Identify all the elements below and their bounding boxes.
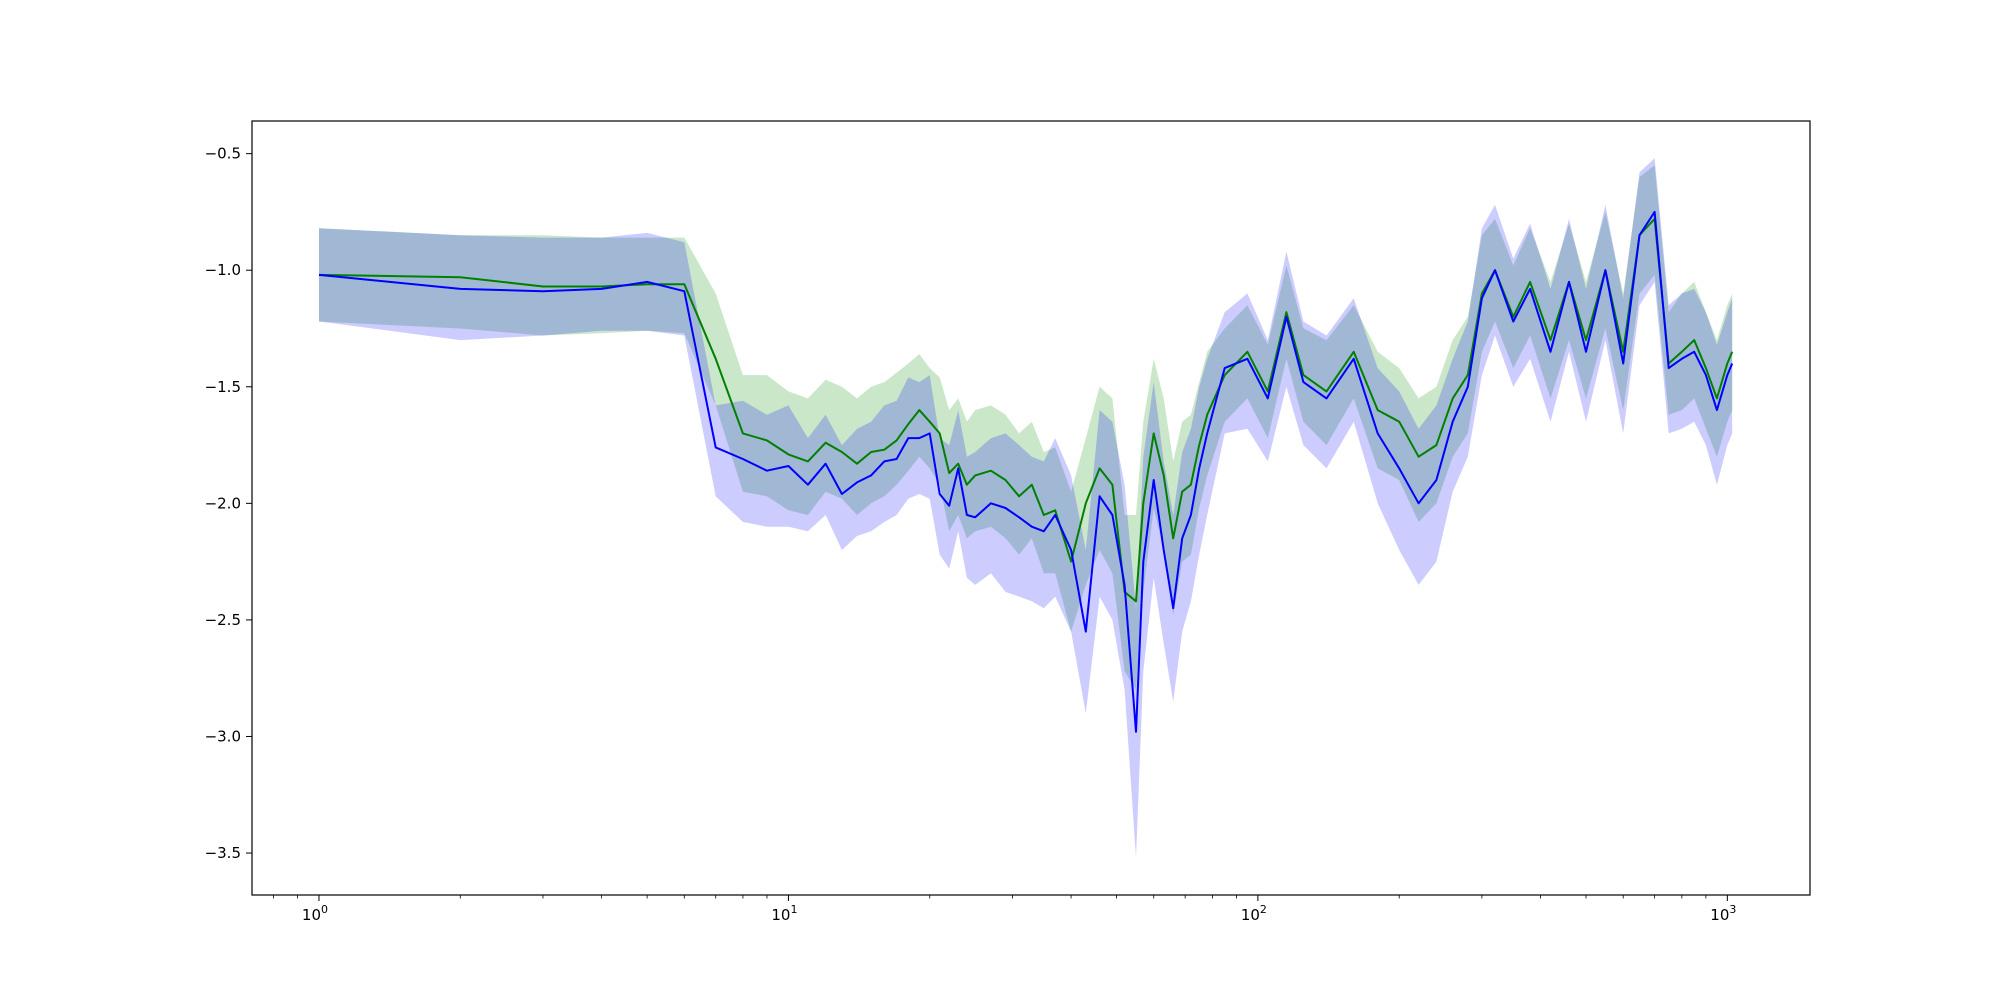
series-2-line [318, 210, 1734, 733]
plot-frame [251, 120, 1811, 896]
y-tick-label-6: −3.5 [205, 844, 241, 862]
x-tick-label-2: 102 [1241, 903, 1267, 924]
y-tick-label-2: −1.5 [205, 378, 241, 396]
series-layer [318, 158, 1734, 858]
y-tick-label-5: −3.0 [205, 727, 241, 745]
x-axis: 100 101 102 103 [273, 895, 1736, 924]
y-tick-label-4: −2.5 [205, 611, 241, 629]
series-1-line [318, 217, 1734, 603]
y-tick-label-0: −0.5 [205, 145, 241, 163]
x-tick-label-0: 100 [302, 903, 328, 924]
plot-area [252, 121, 1810, 895]
series-1-band [319, 165, 1733, 690]
x-tick-label-1: 101 [771, 903, 797, 924]
series-2-band [319, 158, 1733, 858]
y-tick-label-3: −2.0 [205, 494, 241, 512]
y-axis: −0.5 −1.0 −1.5 −2.0 −2.5 −3.0 −3.5 [205, 145, 252, 862]
y-tick-label-1: −1.0 [205, 261, 241, 279]
x-tick-label-3: 103 [1710, 903, 1736, 924]
